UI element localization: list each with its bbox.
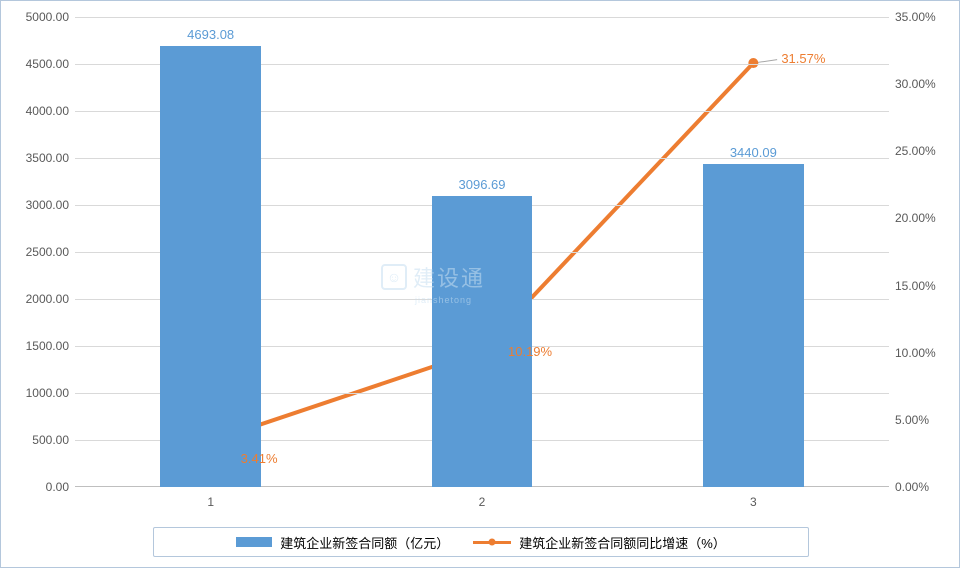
y-right-tick: 20.00% xyxy=(889,211,936,225)
y-left-tick: 5000.00 xyxy=(26,10,75,24)
y-left-tick: 2000.00 xyxy=(26,292,75,306)
y-left-tick: 3500.00 xyxy=(26,151,75,165)
y-left-tick: 4000.00 xyxy=(26,104,75,118)
y-right-tick: 0.00% xyxy=(889,480,929,494)
bar xyxy=(703,164,803,487)
y-left-tick: 1500.00 xyxy=(26,339,75,353)
y-right-tick: 5.00% xyxy=(889,413,929,427)
y-left-tick: 2500.00 xyxy=(26,245,75,259)
combo-chart: 0.00500.001000.001500.002000.002500.0030… xyxy=(0,0,960,568)
bar xyxy=(432,196,532,487)
gridline xyxy=(75,17,889,18)
line-value-label: 3.41% xyxy=(241,451,278,466)
legend-item-bars: 建筑企业新签合同额（亿元） xyxy=(236,533,449,552)
legend-item-line: 建筑企业新签合同额同比增速（%） xyxy=(473,533,726,552)
bar xyxy=(160,46,260,487)
line-value-label: 31.57% xyxy=(781,51,825,66)
y-right-tick: 25.00% xyxy=(889,144,936,158)
y-right-tick: 35.00% xyxy=(889,10,936,24)
y-right-tick: 30.00% xyxy=(889,77,936,91)
x-tick: 1 xyxy=(207,487,214,509)
y-left-tick: 0.00 xyxy=(46,480,75,494)
x-tick: 3 xyxy=(750,487,757,509)
y-left-tick: 500.00 xyxy=(32,433,75,447)
plot-area: 0.00500.001000.001500.002000.002500.0030… xyxy=(75,17,889,487)
y-left-tick: 4500.00 xyxy=(26,57,75,71)
bar-value-label: 4693.08 xyxy=(187,27,234,42)
bar-value-label: 3096.69 xyxy=(459,177,506,192)
y-left-tick: 3000.00 xyxy=(26,198,75,212)
legend-label-bars: 建筑企业新签合同额（亿元） xyxy=(280,533,449,552)
x-tick: 2 xyxy=(479,487,486,509)
bar-value-label: 3440.09 xyxy=(730,145,777,160)
y-left-tick: 1000.00 xyxy=(26,386,75,400)
legend-label-line: 建筑企业新签合同额同比增速（%） xyxy=(519,533,726,552)
legend: 建筑企业新签合同额（亿元） 建筑企业新签合同额同比增速（%） xyxy=(153,527,809,557)
legend-swatch-line xyxy=(473,541,511,544)
legend-swatch-bar xyxy=(236,537,272,547)
line-value-label: 10.19% xyxy=(508,344,552,359)
y-right-tick: 10.00% xyxy=(889,346,936,360)
y-right-tick: 15.00% xyxy=(889,279,936,293)
